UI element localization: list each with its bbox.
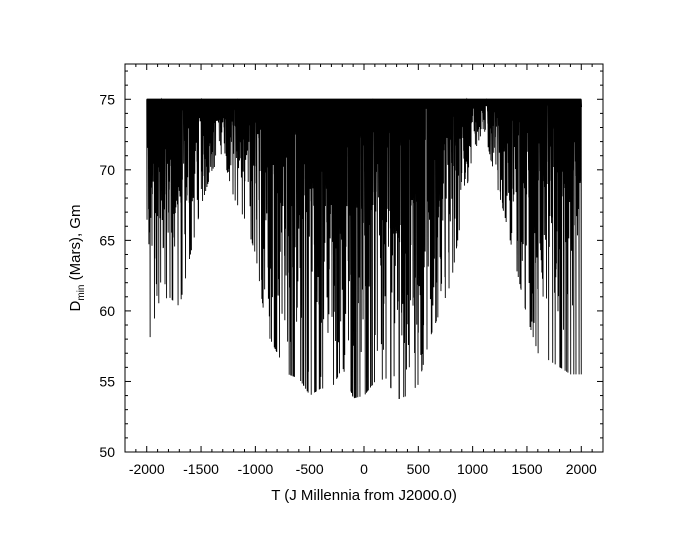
x-tick-label: -2000 [129,461,165,477]
y-axis-tick-labels: 50 55 60 65 70 75 [99,91,115,460]
y-tick-label: 70 [99,162,115,178]
x-tick-label: -1500 [183,461,219,477]
y-tick-label: 75 [99,91,115,107]
y-axis-title-main: D [67,300,84,311]
x-axis-title: T (J Millennia from J2000.0) [271,487,457,504]
x-tick-label: -1000 [237,461,273,477]
data-layer [146,97,583,399]
y-axis-ticks [125,70,603,453]
y-axis-title-rest: (Mars), Gm [67,205,84,285]
x-axis-tick-labels: -2000 -1500 -1000 -500 0 500 1000 1500 2000 [129,461,597,477]
x-tick-label: 0 [360,461,368,477]
dmin-series-line [146,97,583,399]
y-axis-title: Dmin (Mars), Gm [67,205,87,312]
y-tick-label: 50 [99,444,115,460]
x-tick-label: 1000 [457,461,488,477]
y-tick-label: 55 [99,373,115,389]
x-axis-ticks [124,64,604,452]
x-tick-label: 500 [407,461,431,477]
y-axis-title-subscript: min [76,285,87,301]
x-tick-label: 1500 [511,461,542,477]
x-tick-label: 2000 [566,461,597,477]
x-tick-label: -500 [296,461,324,477]
y-tick-label: 65 [99,232,115,248]
y-tick-label: 60 [99,303,115,319]
